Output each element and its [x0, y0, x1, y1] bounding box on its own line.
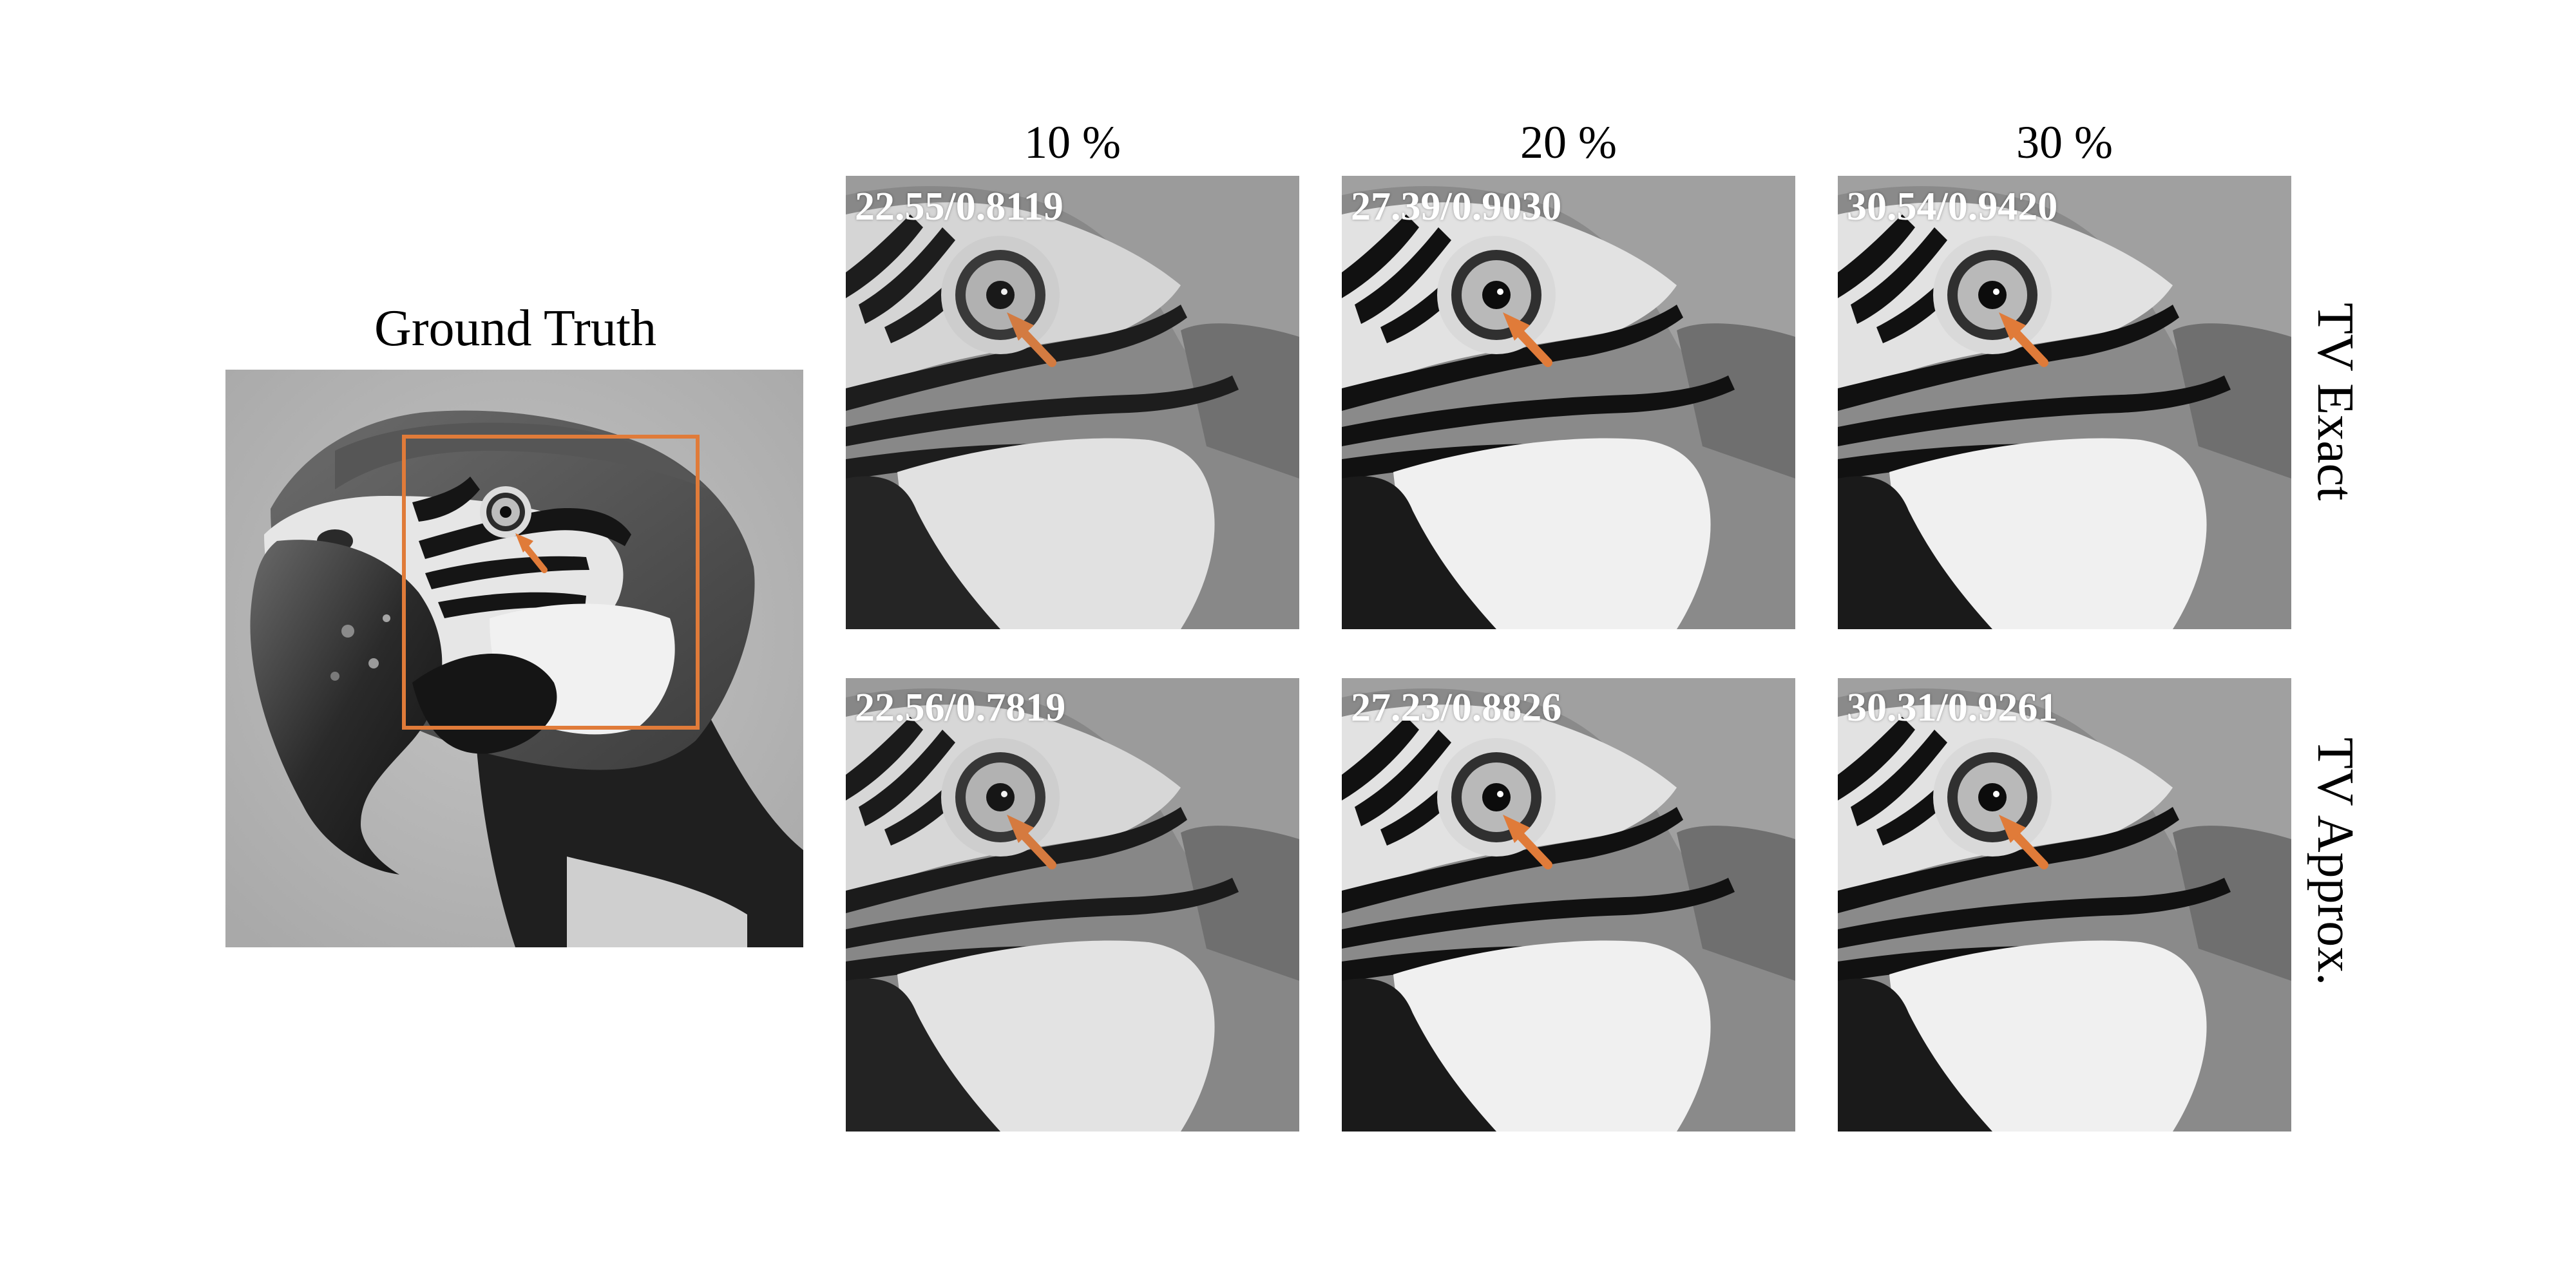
- crop-tile-exact-20: [1342, 176, 1795, 629]
- metric-exact-20: 27.39/0.9030: [1351, 185, 1562, 229]
- ground-truth-title: Ground Truth: [374, 300, 656, 357]
- row-label-tv-approx: TV Approx.: [2307, 737, 2363, 986]
- ground-truth-image: [225, 370, 803, 947]
- crop-tile-approx-20: [1342, 678, 1795, 1132]
- crop-tile-exact-10: [846, 176, 1299, 629]
- metric-approx-10: 22.56/0.7819: [855, 686, 1066, 730]
- metric-exact-30: 30.54/0.9420: [1847, 185, 2058, 229]
- metric-exact-10: 22.55/0.8119: [855, 185, 1064, 229]
- metric-approx-20: 27.23/0.8826: [1351, 686, 1562, 730]
- crop-tile-approx-30: [1838, 678, 2291, 1132]
- column-header-20: 20 %: [1520, 117, 1617, 168]
- column-header-10: 10 %: [1024, 117, 1121, 168]
- column-header-30: 30 %: [2016, 117, 2113, 168]
- zoom-region-box: [402, 435, 700, 730]
- crop-tile-exact-30: [1838, 176, 2291, 629]
- metric-approx-30: 30.31/0.9261: [1847, 686, 2058, 730]
- crop-tile-approx-10: [846, 678, 1299, 1132]
- row-label-tv-exact: TV Exact: [2307, 303, 2363, 501]
